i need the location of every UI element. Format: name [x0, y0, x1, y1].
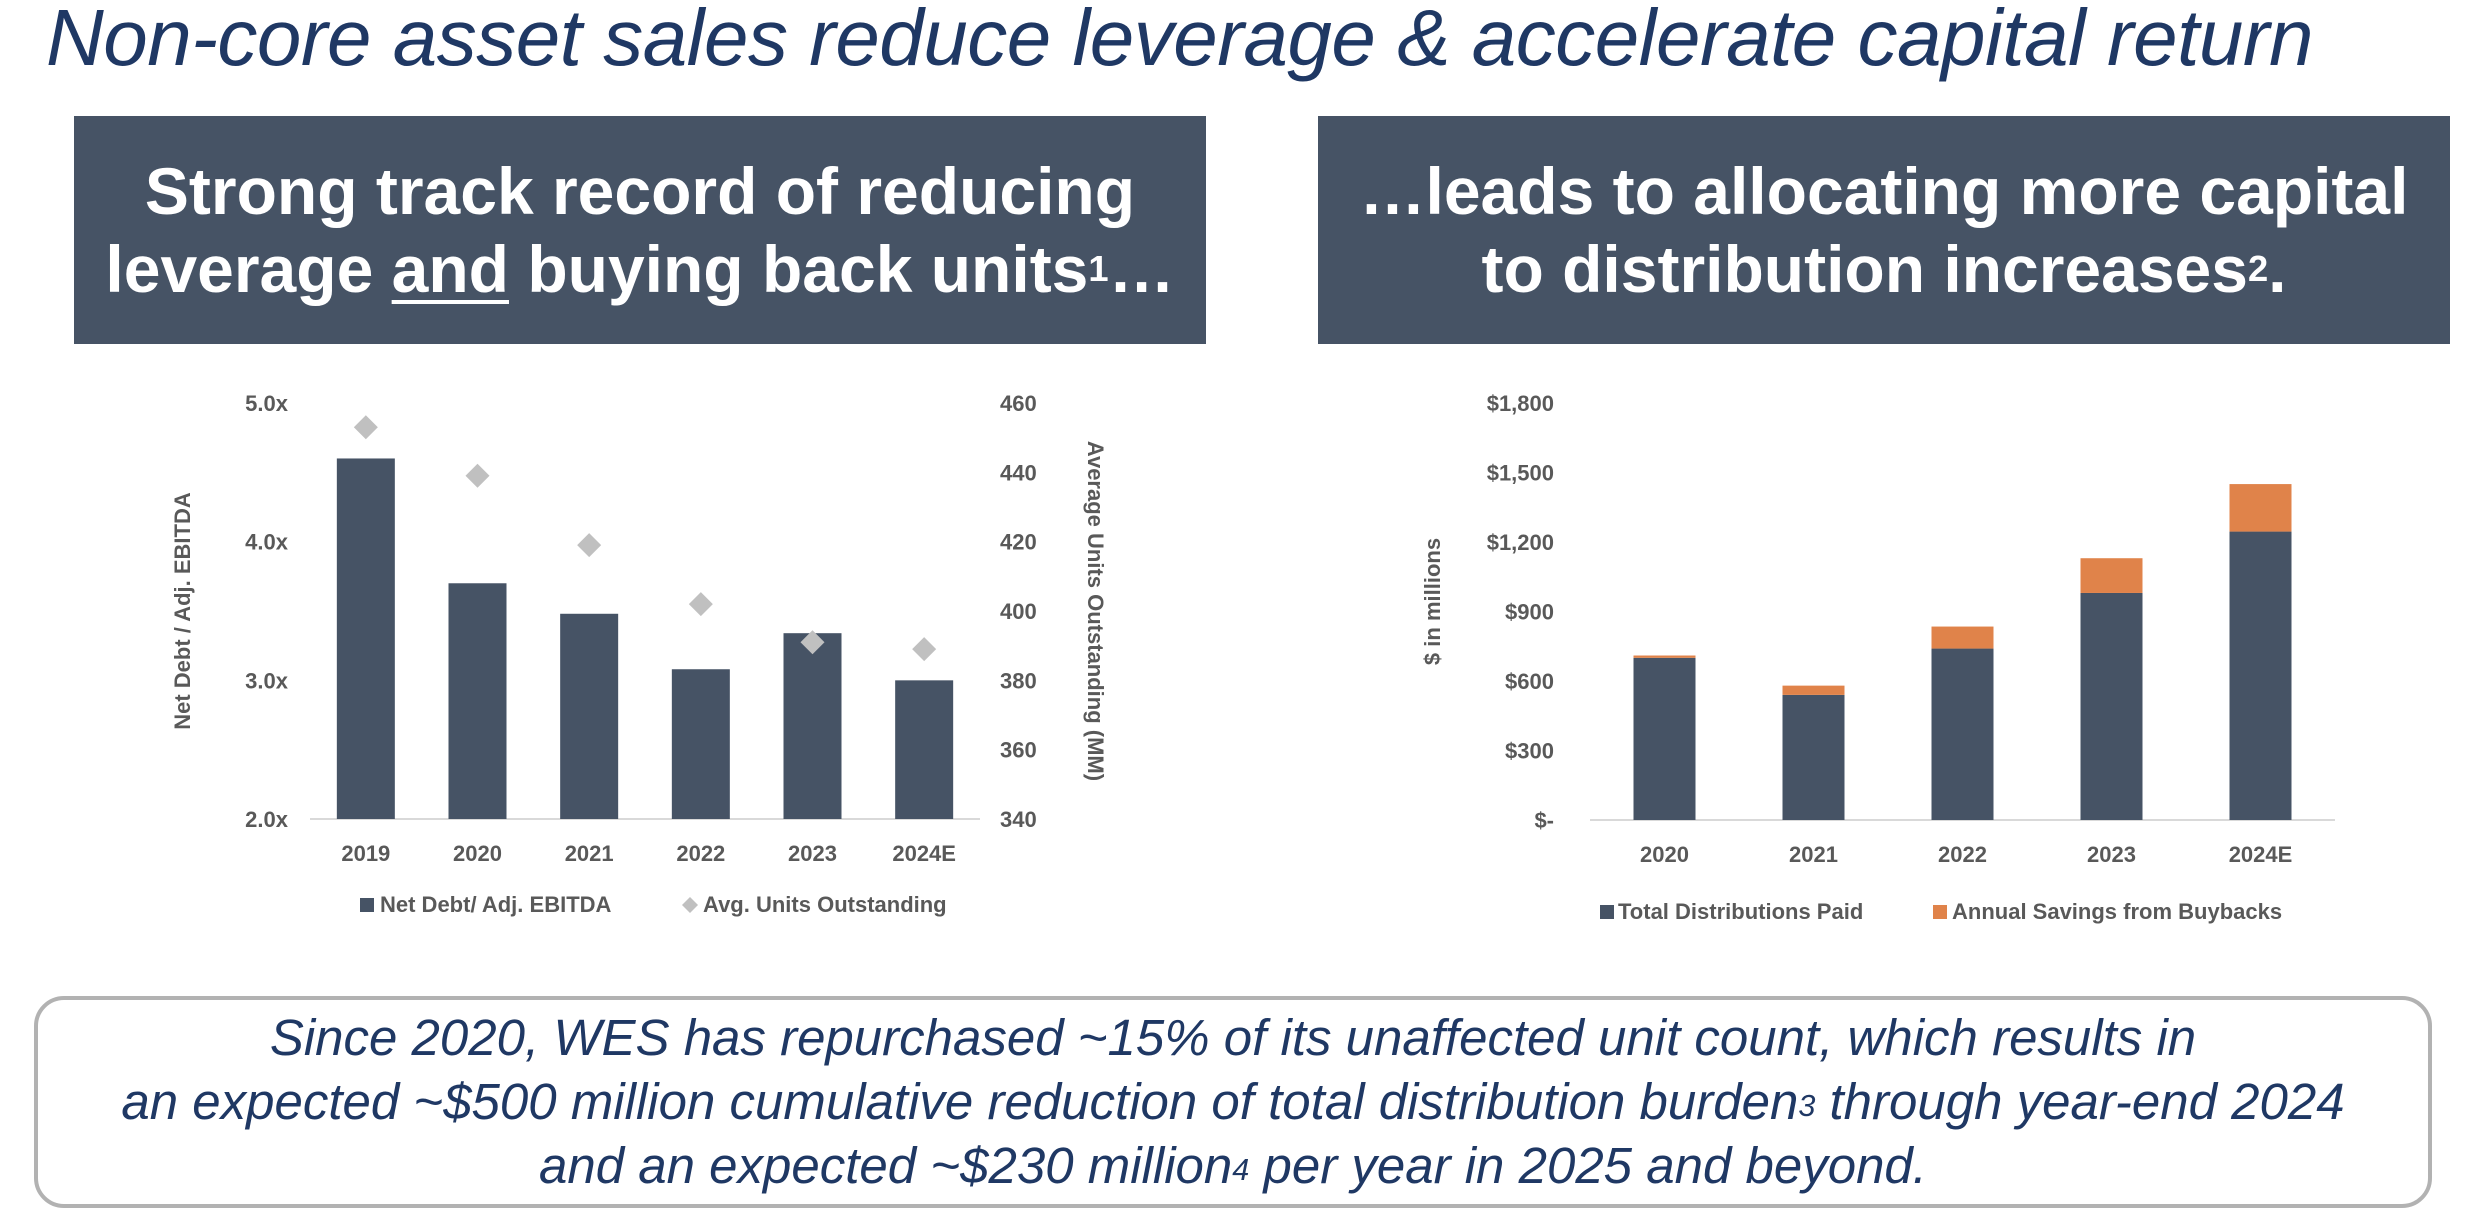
legend-swatch-avg-units — [682, 897, 698, 913]
left-banner-line-2: leverage and buying back units1… — [74, 230, 1206, 308]
right-banner-line-1: …leads to allocating more capital — [1359, 154, 2409, 228]
right-banner: …leads to allocating more capital to dis… — [1318, 116, 2450, 344]
callout-line-3: and an expected ~$230 million4 per year … — [38, 1134, 2428, 1198]
legend-swatch-distributions — [1600, 905, 1614, 919]
footnote-marker-2: 2 — [2247, 248, 2269, 289]
left-banner: Strong track record of reducing leverage… — [74, 116, 1206, 344]
right-banner-text: to distribution increases — [1481, 232, 2248, 306]
y2-tick-label: 360 — [1000, 738, 1037, 763]
x-tick-label: 2022 — [1938, 842, 1987, 867]
footnote-marker-4: 4 — [1232, 1153, 1250, 1187]
y-tick-label: $- — [1534, 808, 1554, 833]
legend-swatch-buyback-savings — [1933, 905, 1947, 919]
legend-label-avg-units: Avg. Units Outstanding — [703, 892, 947, 917]
leverage-chart-svg: 2.0x 3.0x 4.0x 5.0x 340 360 380 400 420 440 460 201… — [170, 391, 1108, 917]
summary-callout: Since 2020, WES has repurchased ~15% of … — [34, 996, 2432, 1208]
marker-avg-units-2024E — [912, 637, 937, 662]
y-tick-label: $1,800 — [1487, 391, 1554, 416]
x-tick-label: 2023 — [2087, 842, 2136, 867]
bar-buyback-savings-2023 — [2080, 558, 2143, 593]
distributions-chart: $- $300 $600 $900 $1,200 $1,500 $1,800 2020 2021… — [1400, 370, 2360, 950]
left-banner-ellipsis: … — [1108, 232, 1175, 306]
marker-avg-units-2021 — [577, 533, 602, 558]
left-banner-line-1: Strong track record of reducing — [144, 154, 1136, 228]
y-tick-label: $1,200 — [1487, 530, 1554, 555]
bar-buyback-savings-2024E — [2229, 484, 2292, 532]
bar-distributions-2023 — [2080, 592, 2143, 820]
bar-buyback-savings-2021 — [1782, 685, 1845, 695]
y-tick-label: 4.0x — [245, 530, 289, 555]
y2-tick-label: 420 — [1000, 530, 1037, 555]
y2-tick-label: 440 — [1000, 460, 1037, 485]
y2-axis-title: Average Units Outstanding (MM) — [1083, 441, 1108, 781]
bar-distributions-2020 — [1633, 657, 1696, 820]
marker-avg-units-2019 — [353, 415, 378, 440]
y-tick-label: $300 — [1505, 739, 1554, 764]
bar-buyback-savings-2020 — [1633, 655, 1696, 658]
legend-label-net-debt: Net Debt/ Adj. EBITDA — [380, 892, 612, 917]
x-tick-label: 2024E — [892, 841, 956, 866]
bar-distributions-2022 — [1931, 648, 1994, 820]
slide-title: Non-core asset sales reduce leverage & a… — [46, 0, 2313, 82]
bar-net-debt-2022 — [671, 669, 730, 819]
y2-tick-label: 400 — [1000, 599, 1037, 624]
callout-line-1: Since 2020, WES has repurchased ~15% of … — [269, 1009, 2197, 1066]
x-tick-label: 2023 — [788, 841, 837, 866]
y-tick-label: 3.0x — [245, 668, 289, 693]
x-tick-label: 2021 — [1789, 842, 1838, 867]
bar-net-debt-2019 — [336, 458, 395, 819]
callout-line-2-text-b: through year-end 2024 — [1815, 1073, 2345, 1130]
x-tick-label: 2020 — [453, 841, 502, 866]
bar-distributions-2024E — [2229, 531, 2292, 820]
y2-tick-label: 380 — [1000, 668, 1037, 693]
footnote-marker-3: 3 — [1798, 1089, 1816, 1123]
y-tick-label: $1,500 — [1487, 461, 1554, 486]
y-tick-label: $600 — [1505, 669, 1554, 694]
right-banner-period: . — [2268, 232, 2287, 306]
legend-label-buyback-savings: Annual Savings from Buybacks — [1952, 899, 2282, 924]
callout-line-2: an expected ~$500 million cumulative red… — [38, 1070, 2428, 1134]
left-banner-emphasis: and — [391, 232, 509, 306]
x-tick-label: 2020 — [1640, 842, 1689, 867]
bar-net-debt-2021 — [560, 613, 619, 819]
left-banner-text-c: buying back units — [508, 232, 1089, 306]
right-banner-line-2: to distribution increases2. — [1318, 230, 2450, 308]
callout-line-3-text-a: and an expected ~$230 million — [539, 1137, 1233, 1194]
y2-tick-label: 460 — [1000, 391, 1037, 416]
y2-tick-label: 340 — [1000, 807, 1037, 832]
left-banner-text-a: leverage — [105, 232, 392, 306]
y-axis-title: Net Debt / Adj. EBITDA — [170, 492, 195, 730]
x-tick-label: 2022 — [676, 841, 725, 866]
y-axis-title: $ in millions — [1420, 538, 1445, 665]
bar-net-debt-2023 — [783, 633, 842, 819]
marker-avg-units-2022 — [688, 592, 713, 617]
marker-avg-units-2020 — [465, 463, 490, 488]
y-tick-label: 5.0x — [245, 391, 289, 416]
bar-net-debt-2020 — [448, 583, 507, 819]
leverage-chart: 2.0x 3.0x 4.0x 5.0x 340 360 380 400 420 440 460 201… — [160, 370, 1120, 950]
y-tick-label: 2.0x — [245, 807, 289, 832]
callout-line-2-text-a: an expected ~$500 million cumulative red… — [121, 1073, 1799, 1130]
x-tick-label: 2024E — [2229, 842, 2293, 867]
bar-distributions-2021 — [1782, 694, 1845, 820]
bar-net-debt-2024E — [895, 680, 954, 819]
x-tick-label: 2021 — [565, 841, 614, 866]
callout-line-3-text-b: per year in 2025 and beyond. — [1249, 1137, 1927, 1194]
marker-avg-units-2023 — [800, 630, 825, 655]
legend-label-distributions: Total Distributions Paid — [1618, 899, 1863, 924]
y-tick-label: $900 — [1505, 600, 1554, 625]
distributions-chart-svg: $- $300 $600 $900 $1,200 $1,500 $1,800 2020 2021… — [1420, 391, 2335, 924]
x-tick-label: 2019 — [341, 841, 390, 866]
legend-swatch-net-debt — [360, 898, 374, 912]
bar-buyback-savings-2022 — [1931, 626, 1994, 649]
footnote-marker-1: 1 — [1088, 248, 1109, 289]
